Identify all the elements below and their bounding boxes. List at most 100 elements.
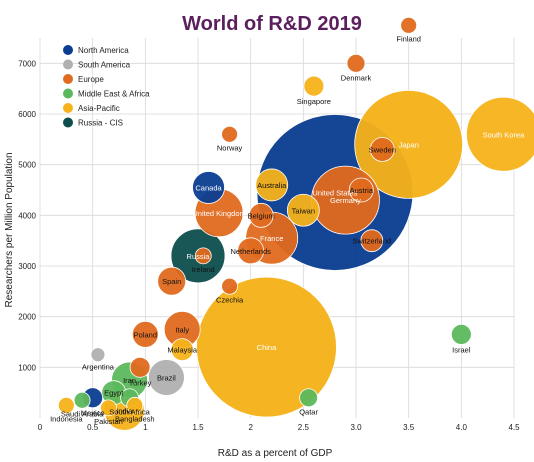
y-tick-labels: 1000 2000 3000 4000 5000 6000 7000: [18, 59, 36, 372]
x-tick-label: 2.5: [298, 423, 310, 432]
bubble-south-korea: [466, 96, 534, 172]
point-label-china: China: [257, 343, 277, 352]
point-label-czechia: Czechia: [216, 295, 244, 304]
point-label-argentina: Argentina: [82, 363, 115, 372]
bubble-canada: [192, 171, 225, 204]
bubble-bangladesh: [126, 396, 144, 414]
point-label-south-korea: South Korea: [483, 130, 526, 139]
legend: North America South America Europe Middle E…: [63, 45, 150, 128]
point-label-malaysia: Malaysia: [167, 346, 197, 355]
point-label-taiwan: Taiwan: [292, 206, 315, 215]
point-label-norway: Norway: [217, 143, 243, 152]
point-label-brazil: Brazil: [157, 373, 176, 382]
bubble-finland: [400, 16, 418, 34]
point-label-united-states: United States: [312, 189, 357, 198]
point-label-turkey: Turkey: [129, 378, 152, 387]
point-label-poland: Poland: [134, 330, 157, 339]
point-label-indonesia: Indonesia: [50, 414, 83, 423]
bubble-qatar: [299, 388, 319, 408]
y-tick-label: 1000: [18, 363, 36, 372]
bubble-australia: [255, 168, 289, 202]
point-label-israel: Israel: [452, 345, 471, 354]
bubble-ireland: [194, 247, 212, 265]
point-label-germany: Germany: [330, 196, 361, 205]
point-label-spain: Spain: [162, 277, 181, 286]
point-label-united-kingdom: United Kingdom: [192, 209, 245, 218]
point-label-canada: Canada: [195, 183, 222, 192]
point-label-austria: Austria: [350, 186, 374, 195]
legend-label-europe: Europe: [78, 75, 104, 84]
x-tick-labels: 0 0.5 1 1.5 2 2.5 3.0 3.5 4.0 4.5: [38, 423, 520, 432]
legend-swatch-russia-cis: [63, 117, 73, 128]
point-label-iran: Iran: [123, 376, 136, 385]
point-label-france: France: [260, 234, 283, 243]
point-label-saudi-arabia: Saudi Arabia: [61, 409, 104, 418]
point-label-denmark: Denmark: [341, 73, 372, 82]
bubble-brazil: [147, 359, 185, 396]
bubble-argentina: [90, 347, 106, 363]
point-label-mexico: Mexico: [81, 409, 105, 418]
legend-swatch-europe: [63, 74, 73, 84]
point-label-sweden: Sweden: [369, 145, 396, 154]
bubble-saudi-arabia: [73, 391, 91, 409]
x-tick-label: 0: [38, 423, 43, 432]
legend-label-north-america: North America: [78, 46, 129, 55]
legend-label-russia-cis: Russia - CIS: [78, 119, 123, 128]
point-label-south-africa: South Africa: [109, 408, 150, 417]
point-label-belgium: Belgium: [248, 211, 275, 220]
point-label-finland: Finland: [396, 34, 421, 43]
legend-label-south-america: South America: [78, 61, 131, 70]
bubble-malaysia: [170, 338, 194, 362]
point-label-italy: Italy: [175, 325, 189, 334]
bubble-denmark: [346, 53, 366, 73]
legend-swatch-south-america: [63, 59, 73, 70]
bubble-sweden: [369, 137, 395, 162]
x-tick-label: 1.5: [192, 423, 204, 432]
bubble-netherlands: [237, 237, 265, 265]
point-label-australia: Australia: [257, 181, 287, 190]
x-tick-label: 3.5: [403, 423, 415, 432]
y-tick-label: 6000: [18, 110, 36, 119]
legend-swatch-middle-east-africa: [63, 88, 73, 99]
x-tick-label: 1: [143, 423, 148, 432]
bubble-switzerland: [360, 229, 384, 253]
x-tick-label: 3.0: [350, 423, 362, 432]
point-label-singapore: Singapore: [297, 97, 331, 106]
point-label-ireland: Ireland: [192, 265, 215, 274]
point-label-netherlands: Netherlands: [230, 247, 271, 256]
x-tick-label: 4.5: [508, 423, 520, 432]
point-label-india: India: [116, 406, 133, 415]
point-labels: United States Canada Mexico Brazil Argentina…: [50, 34, 525, 426]
y-tick-label: 3000: [18, 262, 36, 271]
bubble-norway: [221, 125, 239, 143]
legend-swatch-north-america: [63, 45, 73, 55]
bubble-turkey: [129, 356, 151, 378]
point-label-switzerland: Switzerland: [352, 237, 391, 246]
y-tick-label: 5000: [18, 161, 36, 170]
bubble-china: [196, 276, 337, 418]
legend-swatch-asia-pacific: [63, 103, 73, 113]
x-tick-label: 2: [248, 423, 253, 432]
point-label-pakistan: Pakistan: [94, 417, 123, 426]
point-label-bangladesh: Bangladesh: [115, 414, 155, 423]
point-label-russia: Russia: [187, 252, 211, 261]
bubble-spain: [157, 266, 187, 296]
bubble-belgium: [248, 202, 274, 228]
point-label-japan: Japan: [398, 140, 418, 149]
x-tick-label: 4.0: [456, 423, 468, 432]
bubble-japan: [354, 89, 464, 199]
bubble-pakistan: [100, 399, 117, 417]
bubble-israel: [450, 323, 472, 345]
bubble-austria: [348, 177, 374, 203]
y-tick-label: 7000: [18, 59, 36, 68]
bubble-singapore: [303, 75, 325, 97]
bubble-czechia: [221, 277, 239, 295]
y-tick-label: 4000: [18, 211, 36, 220]
bubbles: [57, 16, 534, 431]
bubble-taiwan: [286, 193, 320, 227]
x-axis-label: R&D as a percent of GDP: [218, 448, 333, 459]
point-label-egypt: Egypt: [104, 389, 124, 398]
bubble-indonesia: [57, 396, 75, 414]
legend-label-asia-pacific: Asia-Pacific: [78, 104, 120, 113]
